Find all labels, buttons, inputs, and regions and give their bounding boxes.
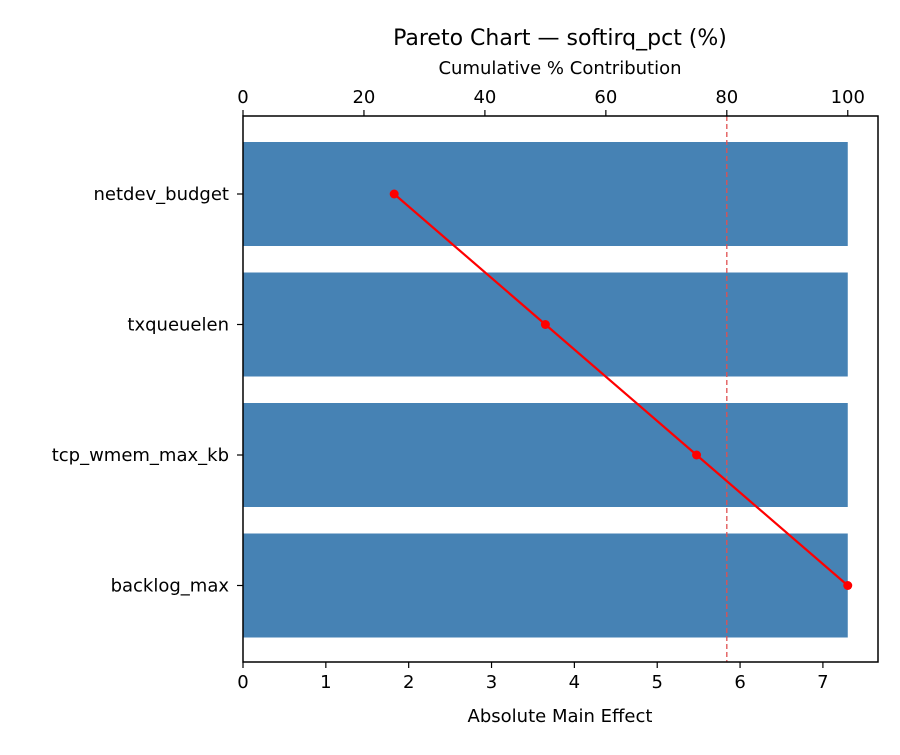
cumulative-point — [843, 581, 853, 590]
y-tick-label: netdev_budget — [93, 184, 229, 205]
x-axis-label: Absolute Main Effect — [468, 706, 653, 727]
x-tick-label: 2 — [403, 672, 414, 693]
chart-title: Pareto Chart — softirq_pct (%) — [393, 26, 727, 51]
plot-frame — [242, 115, 879, 663]
cumulative-point — [692, 450, 702, 460]
top-axis-label: Cumulative % Contribution — [438, 58, 681, 79]
top-tick-label: 40 — [473, 87, 496, 108]
bar — [243, 142, 848, 246]
x-tick-label: 1 — [320, 672, 331, 693]
top-tick-label: 80 — [715, 87, 738, 108]
bar — [243, 403, 848, 507]
top-tick-label: 0 — [237, 87, 248, 108]
cumulative-point — [540, 320, 550, 329]
cumulative-line — [393, 193, 849, 587]
cumulative-point — [389, 189, 399, 199]
top-tick-label: 20 — [352, 87, 375, 108]
top-tick-label: 60 — [594, 87, 617, 108]
y-tick-label: tcp_wmem_max_kb — [52, 445, 229, 466]
y-tick-label: txqueuelen — [127, 315, 229, 336]
x-tick-label: 4 — [569, 672, 580, 693]
x-tick-label: 7 — [817, 672, 828, 693]
x-tick-label: 3 — [486, 672, 497, 693]
x-tick-label: 6 — [734, 672, 745, 693]
x-tick-label: 5 — [651, 672, 662, 693]
bar — [243, 533, 848, 638]
top-tick-label: 100 — [831, 87, 865, 108]
y-tick-label: backlog_max — [111, 576, 230, 597]
x-tick-label: 0 — [237, 672, 248, 693]
